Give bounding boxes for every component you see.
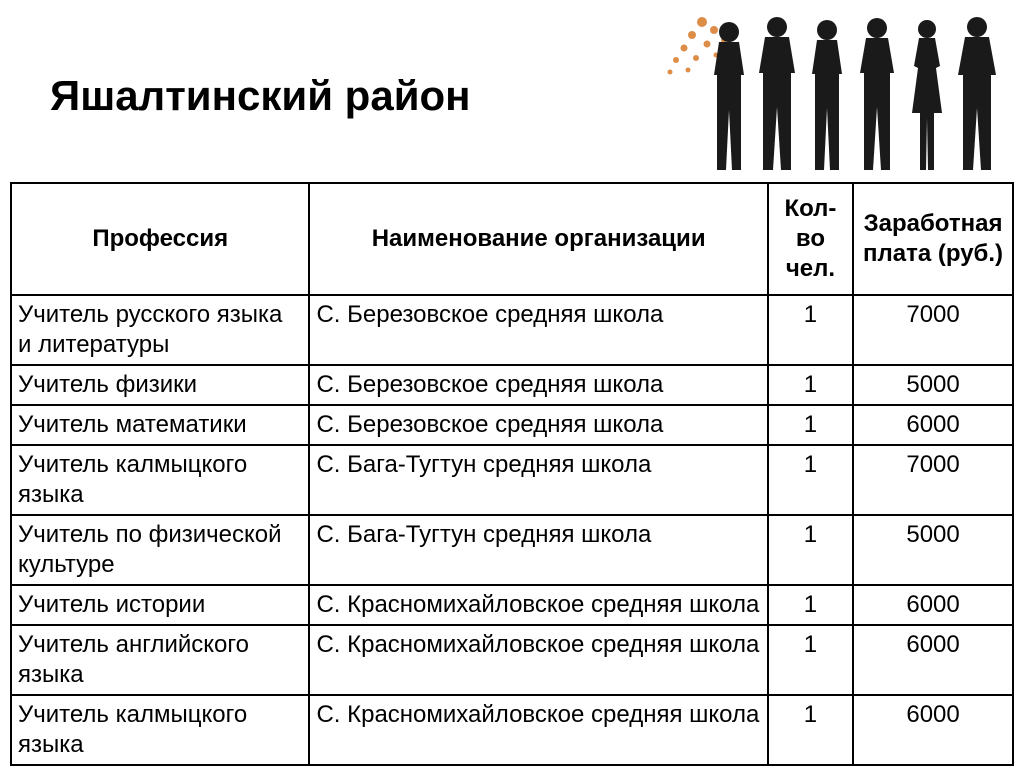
cell-profession: Учитель калмыцкого языка — [11, 445, 309, 515]
cell-salary: 5000 — [853, 365, 1013, 405]
cell-profession: Учитель математики — [11, 405, 309, 445]
table-header-row: Профессия Наименование организации Кол-в… — [11, 183, 1013, 295]
col-header-count: Кол-во чел. — [768, 183, 853, 295]
cell-count: 1 — [768, 585, 853, 625]
table-row: Учитель по физической культуреС. Бага-Ту… — [11, 515, 1013, 585]
cell-organization: С. Березовское средняя школа — [309, 365, 767, 405]
cell-salary: 7000 — [853, 295, 1013, 365]
cell-salary: 7000 — [853, 445, 1013, 515]
col-header-profession: Профессия — [11, 183, 309, 295]
cell-salary: 6000 — [853, 405, 1013, 445]
vacancies-table-container: Профессия Наименование организации Кол-в… — [10, 182, 1014, 766]
cell-profession: Учитель истории — [11, 585, 309, 625]
header-silhouette-decoration — [644, 0, 1024, 175]
cell-profession: Учитель калмыцкого языка — [11, 695, 309, 765]
table-row: Учитель математикиС. Березовское средняя… — [11, 405, 1013, 445]
cell-count: 1 — [768, 365, 853, 405]
col-header-salary: Заработная плата (руб.) — [853, 183, 1013, 295]
cell-salary: 6000 — [853, 625, 1013, 695]
table-row: Учитель физикиС. Березовское средняя шко… — [11, 365, 1013, 405]
cell-profession: Учитель английского языка — [11, 625, 309, 695]
cell-organization: С. Березовское средняя школа — [309, 405, 767, 445]
cell-salary: 6000 — [853, 695, 1013, 765]
cell-salary: 5000 — [853, 515, 1013, 585]
cell-count: 1 — [768, 515, 853, 585]
vacancies-table: Профессия Наименование организации Кол-в… — [10, 182, 1014, 766]
cell-count: 1 — [768, 295, 853, 365]
cell-count: 1 — [768, 445, 853, 515]
cell-count: 1 — [768, 695, 853, 765]
cell-count: 1 — [768, 625, 853, 695]
cell-profession: Учитель по физической культуре — [11, 515, 309, 585]
page-title: Яшалтинский район — [50, 72, 471, 120]
table-row: Учитель историиС. Красномихайловское сре… — [11, 585, 1013, 625]
cell-organization: С. Бага-Тугтун средняя школа — [309, 515, 767, 585]
cell-organization: С. Бага-Тугтун средняя школа — [309, 445, 767, 515]
cell-organization: С. Красномихайловское средняя школа — [309, 695, 767, 765]
cell-organization: С. Красномихайловское средняя школа — [309, 625, 767, 695]
cell-profession: Учитель русского языка и литературы — [11, 295, 309, 365]
cell-profession: Учитель физики — [11, 365, 309, 405]
table-row: Учитель английского языкаС. Красномихайл… — [11, 625, 1013, 695]
col-header-organization: Наименование организации — [309, 183, 767, 295]
cell-organization: С. Березовское средняя школа — [309, 295, 767, 365]
people-silhouettes-icon — [644, 0, 1024, 175]
table-row: Учитель калмыцкого языкаС. Бага-Тугтун с… — [11, 445, 1013, 515]
cell-salary: 6000 — [853, 585, 1013, 625]
table-row: Учитель русского языка и литературыС. Бе… — [11, 295, 1013, 365]
table-row: Учитель калмыцкого языкаС. Красномихайло… — [11, 695, 1013, 765]
cell-count: 1 — [768, 405, 853, 445]
cell-organization: С. Красномихайловское средняя школа — [309, 585, 767, 625]
